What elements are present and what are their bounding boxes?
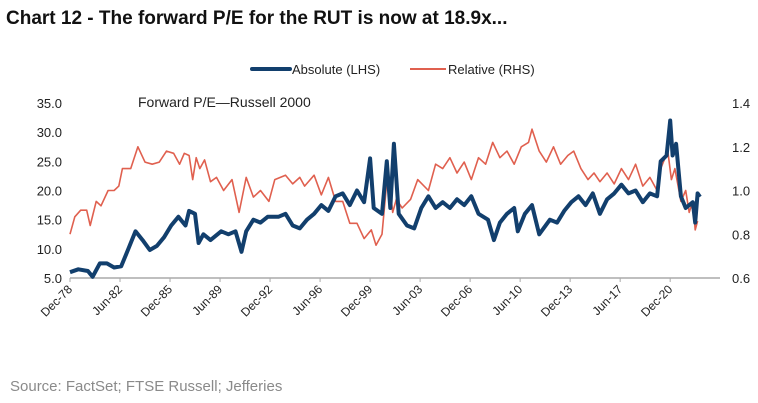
- left-tick-label: 25.0: [37, 154, 62, 169]
- right-tick-label: 1.4: [732, 96, 750, 111]
- x-tick-label: Dec-85: [138, 282, 175, 319]
- chart-title: Chart 12 - The forward P/E for the RUT i…: [6, 8, 508, 29]
- x-tick-label: Jun-03: [389, 282, 425, 318]
- left-tick-label: 15.0: [37, 213, 62, 228]
- left-tick-label: 20.0: [37, 184, 62, 199]
- x-tick-label: Jun-96: [289, 282, 325, 318]
- x-tick-label: Dec-99: [338, 282, 375, 319]
- x-tick-label: Jun-89: [189, 282, 225, 318]
- x-tick-label: Dec-13: [538, 282, 575, 319]
- series-line-absolute: [69, 118, 702, 279]
- x-tick-label: Dec-92: [238, 282, 275, 319]
- right-tick-label: 0.8: [732, 227, 750, 242]
- left-tick-label: 10.0: [37, 242, 62, 257]
- x-tick-label: Dec-20: [638, 282, 675, 319]
- left-tick-label: 5.0: [44, 271, 62, 286]
- left-tick-label: 35.0: [37, 96, 62, 111]
- right-tick-label: 1.2: [732, 140, 750, 155]
- x-tick-label: Jun-17: [589, 282, 625, 318]
- legend: Absolute (LHS) Relative (RHS): [250, 62, 535, 77]
- x-axis: Dec-78 Jun-82 Dec-85 Jun-89 Dec-92 Jun-96 Dec-…: [38, 278, 676, 319]
- right-tick-label: 1.0: [732, 184, 750, 199]
- left-axis: 5.0 10.0 15.0 20.0 25.0 30.0 35.0: [37, 96, 62, 286]
- left-tick-label: 30.0: [37, 125, 62, 140]
- chart-inner-title: Forward P/E—Russell 2000: [138, 94, 311, 110]
- right-tick-label: 0.6: [732, 271, 750, 286]
- x-tick-label: Dec-78: [38, 282, 75, 319]
- x-tick-label: Dec-06: [438, 282, 475, 319]
- x-tick-label: Jun-10: [489, 282, 525, 318]
- source-note: Source: FactSet; FTSE Russell; Jefferies: [10, 378, 283, 395]
- x-tick-label: Jun-82: [89, 282, 125, 318]
- right-axis: 0.6 0.8 1.0 1.2 1.4: [732, 96, 750, 286]
- legend-label-relative: Relative (RHS): [448, 62, 535, 77]
- legend-label-absolute: Absolute (LHS): [292, 62, 380, 77]
